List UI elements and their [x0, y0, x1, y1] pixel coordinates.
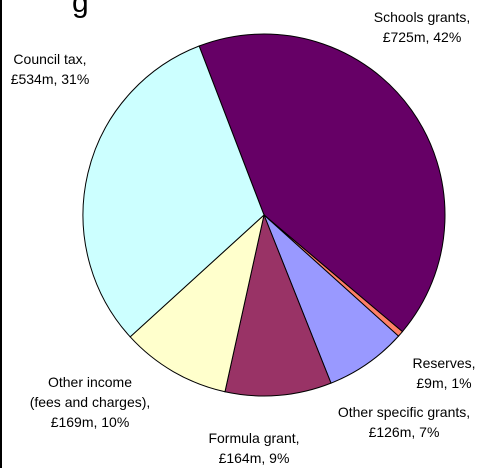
data-label-formula-grant-line-1: Formula grant, — [208, 430, 299, 446]
data-label-other-specific-grants-line-1: Other specific grants, — [338, 404, 470, 420]
pie-slice-formula-grant — [224, 213, 332, 397]
data-label-other-income-fees-and-charges-line-2: (fees and charges), — [30, 394, 151, 410]
data-label-schools-grants-line-1: Schools grants, — [374, 9, 471, 25]
data-label-council-tax-line-2: £534m, 31% — [11, 71, 90, 87]
data-label-formula-grant-line-2: £164m, 9% — [219, 450, 290, 466]
data-label-council-tax-line-1: Council tax, — [13, 51, 86, 67]
pie-slice-council-tax — [82, 45, 265, 338]
data-label-reserves-line-1: Reserves, — [412, 355, 475, 371]
data-label-reserves-line-2: £9m, 1% — [416, 375, 471, 391]
data-label-other-income-fees-and-charges-line-1: Other income — [48, 374, 132, 390]
data-label-other-specific-grants-line-2: £126m, 7% — [369, 424, 440, 440]
pie-slice-schools-grants — [198, 33, 446, 333]
data-label-other-income-fees-and-charges-line-3: £169m, 10% — [51, 414, 130, 430]
chart-title-fragment: g — [72, 0, 89, 19]
data-label-schools-grants-line-2: £725m, 42% — [383, 29, 462, 45]
pie-slice-other-income-fees-and-charges — [129, 213, 265, 393]
